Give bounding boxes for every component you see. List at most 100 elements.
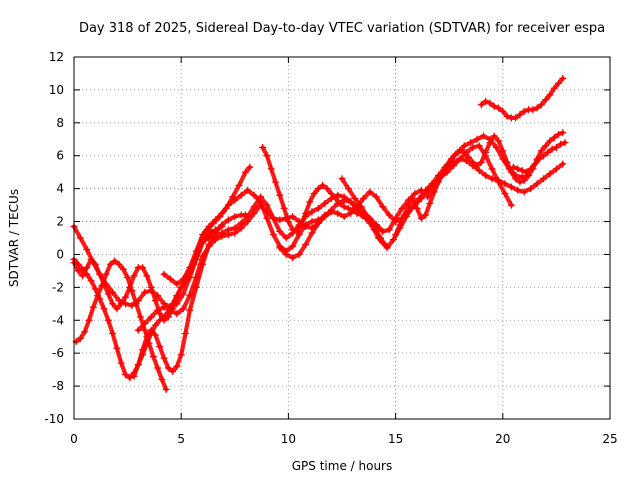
data-point (514, 165, 522, 173)
data-point (314, 185, 322, 193)
data-point (246, 163, 254, 171)
data-point (404, 201, 412, 209)
data-point (87, 255, 95, 263)
data-point (456, 155, 464, 163)
data-point (181, 329, 189, 337)
data-point (132, 300, 140, 308)
y-tick-label: 8 (56, 116, 64, 130)
data-point (499, 107, 507, 115)
data-point (89, 303, 97, 311)
data-point (293, 227, 301, 235)
data-point (527, 185, 535, 193)
data-point (205, 242, 213, 250)
data-point (289, 242, 297, 250)
data-point (319, 181, 327, 189)
data-point (154, 306, 162, 314)
data-series (477, 74, 567, 122)
y-tick-label: 10 (49, 83, 64, 97)
data-point (520, 176, 528, 184)
data-point (537, 101, 545, 109)
data-point (224, 216, 232, 224)
data-point (98, 282, 106, 290)
data-point (109, 300, 117, 308)
data-point (460, 142, 468, 150)
data-point (522, 168, 530, 176)
data-point (259, 144, 267, 151)
data-point (467, 139, 475, 147)
data-point (531, 160, 539, 168)
data-point (430, 183, 438, 191)
data-point (160, 303, 168, 311)
data-point (199, 237, 207, 245)
data-point (177, 283, 185, 291)
data-point (242, 168, 250, 176)
data-point (351, 195, 359, 203)
data-point (426, 199, 434, 207)
data-point (385, 226, 393, 234)
data-point (96, 270, 104, 278)
data-point (495, 104, 503, 112)
data-point (396, 221, 404, 229)
data-point (482, 171, 490, 179)
data-point (422, 186, 430, 194)
data-point (76, 334, 84, 342)
data-point (244, 213, 252, 221)
data-point (85, 316, 93, 324)
data-point (308, 229, 316, 237)
data-point (555, 130, 563, 138)
data-point (347, 198, 355, 206)
y-tick-label: -6 (52, 346, 64, 360)
data-point (115, 260, 123, 268)
data-point (462, 157, 470, 165)
data-series (199, 186, 425, 245)
data-series (259, 144, 391, 250)
data-point (104, 316, 112, 324)
data-point (344, 185, 352, 193)
data-point (91, 260, 99, 268)
data-point (559, 74, 567, 82)
data-point (501, 190, 509, 198)
data-point (332, 195, 340, 203)
data-point (166, 306, 174, 314)
x-tick-label: 15 (388, 432, 403, 446)
y-tick-label: -4 (52, 313, 64, 327)
data-point (486, 99, 494, 107)
y-tick-label: -10 (44, 412, 64, 426)
data-point (559, 129, 567, 137)
data-point (151, 297, 159, 305)
data-point (199, 252, 207, 260)
data-point (177, 351, 185, 359)
series-trace (260, 145, 390, 249)
data-point (389, 236, 397, 244)
data-point (516, 111, 524, 119)
data-point (282, 234, 290, 242)
series-trace (74, 258, 169, 392)
data-point (507, 183, 515, 191)
data-point (359, 195, 367, 203)
data-point (276, 227, 284, 235)
data-point (156, 316, 164, 324)
data-point (237, 219, 245, 227)
data-point (186, 292, 194, 300)
data-point (147, 283, 155, 291)
data-point (495, 176, 503, 184)
data-point (469, 144, 477, 151)
data-point (340, 203, 348, 211)
data-point (79, 265, 87, 273)
data-point (162, 385, 170, 393)
data-point (205, 222, 213, 230)
data-point (383, 244, 391, 252)
data-point (143, 333, 151, 341)
data-point (231, 213, 239, 221)
data-point (490, 132, 498, 140)
data-point (482, 148, 490, 156)
series-trace (479, 76, 565, 120)
data-point (207, 227, 215, 235)
data-point (297, 221, 305, 229)
data-point (413, 204, 421, 212)
data-point (117, 359, 125, 367)
data-point (272, 178, 280, 186)
data-point (357, 203, 365, 211)
data-point (121, 371, 129, 379)
